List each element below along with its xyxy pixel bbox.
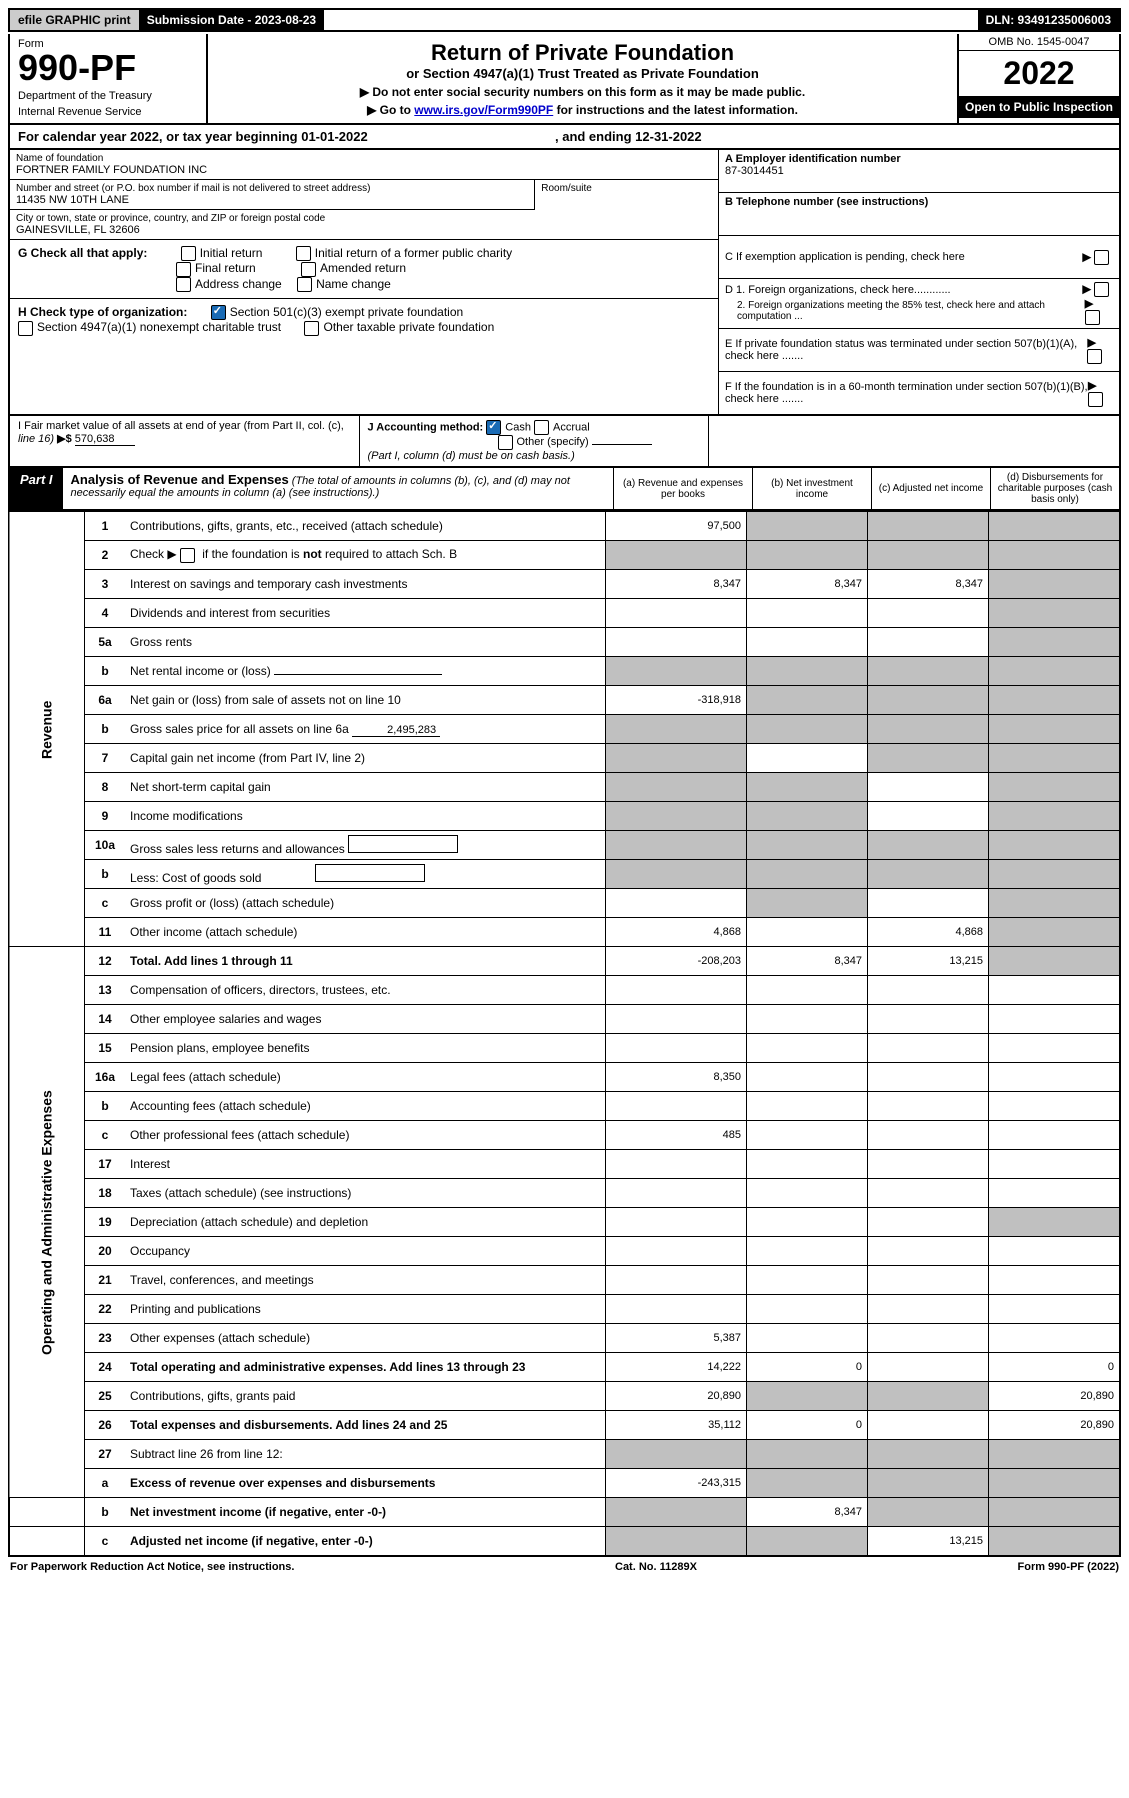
- page-footer: For Paperwork Reduction Act Notice, see …: [8, 1557, 1121, 1577]
- irs-link[interactable]: www.irs.gov/Form990PF: [414, 103, 553, 117]
- col-b-header: (b) Net investment income: [752, 468, 871, 509]
- city-label: City or town, state or province, country…: [16, 213, 712, 224]
- part-1-table: Revenue 1Contributions, gifts, grants, e…: [8, 511, 1121, 1557]
- name-change-checkbox[interactable]: [297, 277, 312, 292]
- address-change-checkbox[interactable]: [176, 277, 191, 292]
- expenses-side-label: Operating and Administrative Expenses: [9, 947, 85, 1498]
- e-label: E If private foundation status was termi…: [725, 338, 1087, 362]
- city-value: GAINESVILLE, FL 32606: [16, 224, 712, 236]
- form-number: 990-PF: [18, 50, 198, 86]
- f-label: F If the foundation is in a 60-month ter…: [725, 381, 1088, 405]
- phone-label: B Telephone number (see instructions): [725, 196, 928, 208]
- name-label: Name of foundation: [16, 153, 712, 164]
- instruction-1: ▶ Do not enter social security numbers o…: [214, 85, 951, 99]
- dept-treasury: Department of the Treasury: [18, 90, 198, 102]
- 501c3-checkbox[interactable]: [211, 305, 226, 320]
- c-label: C If exemption application is pending, c…: [725, 251, 965, 263]
- form-ref: Form 990-PF (2022): [1018, 1561, 1119, 1573]
- tax-year: 2022: [959, 51, 1119, 96]
- c-checkbox[interactable]: [1094, 250, 1109, 265]
- instruction-2: ▶ Go to www.irs.gov/Form990PF for instru…: [214, 103, 951, 117]
- open-public-badge: Open to Public Inspection: [959, 96, 1119, 118]
- col-d-header: (d) Disbursements for charitable purpose…: [990, 468, 1119, 509]
- amended-return-checkbox[interactable]: [301, 262, 316, 277]
- ein-value: 87-3014451: [725, 165, 784, 177]
- g-section: G Check all that apply: Initial return I…: [10, 240, 718, 299]
- revenue-side-label: Revenue: [9, 512, 85, 947]
- d1-checkbox[interactable]: [1094, 282, 1109, 297]
- sch-b-checkbox[interactable]: [180, 548, 195, 563]
- h-section: H Check type of organization: Section 50…: [10, 299, 718, 342]
- dln-label: DLN: 93491235006003: [978, 10, 1119, 30]
- cash-checkbox[interactable]: [486, 420, 501, 435]
- efile-print-button[interactable]: efile GRAPHIC print: [10, 10, 139, 30]
- d2-label: 2. Foreign organizations meeting the 85%…: [725, 300, 1085, 322]
- cat-no: Cat. No. 11289X: [615, 1561, 697, 1573]
- top-bar: efile GRAPHIC print Submission Date - 20…: [8, 8, 1121, 32]
- address-value: 11435 NW 10TH LANE: [16, 194, 528, 206]
- address-label: Number and street (or P.O. box number if…: [16, 183, 528, 194]
- initial-return-checkbox[interactable]: [181, 246, 196, 261]
- e-checkbox[interactable]: [1087, 349, 1102, 364]
- paperwork-notice: For Paperwork Reduction Act Notice, see …: [10, 1561, 294, 1573]
- col-a-header: (a) Revenue and expenses per books: [613, 468, 752, 509]
- calendar-year-row: For calendar year 2022, or tax year begi…: [8, 125, 1121, 150]
- part-1-label: Part I: [10, 468, 63, 509]
- f-checkbox[interactable]: [1088, 392, 1103, 407]
- omb-number: OMB No. 1545-0047: [959, 34, 1119, 51]
- form-title: Return of Private Foundation: [214, 40, 951, 66]
- other-method-checkbox[interactable]: [498, 435, 513, 450]
- form-header: Form 990-PF Department of the Treasury I…: [8, 34, 1121, 125]
- room-label: Room/suite: [541, 183, 712, 194]
- submission-date: Submission Date - 2023-08-23: [139, 10, 324, 30]
- d2-checkbox[interactable]: [1085, 310, 1100, 325]
- irs-label: Internal Revenue Service: [18, 106, 198, 118]
- i-j-section: I Fair market value of all assets at end…: [8, 416, 1121, 468]
- form-subtitle: or Section 4947(a)(1) Trust Treated as P…: [214, 66, 951, 81]
- i-label: I Fair market value of all assets at end…: [18, 420, 344, 432]
- foundation-name: FORTNER FAMILY FOUNDATION INC: [16, 164, 712, 176]
- 4947-checkbox[interactable]: [18, 321, 33, 336]
- ein-label: A Employer identification number: [725, 153, 901, 165]
- final-return-checkbox[interactable]: [176, 262, 191, 277]
- d1-label: D 1. Foreign organizations, check here..…: [725, 284, 951, 296]
- part-1-header: Part I Analysis of Revenue and Expenses …: [8, 468, 1121, 511]
- col-c-header: (c) Adjusted net income: [871, 468, 990, 509]
- other-taxable-checkbox[interactable]: [304, 321, 319, 336]
- accrual-checkbox[interactable]: [534, 420, 549, 435]
- former-charity-checkbox[interactable]: [296, 246, 311, 261]
- entity-info: Name of foundation FORTNER FAMILY FOUNDA…: [8, 150, 1121, 416]
- fmv-value: 570,638: [75, 433, 135, 446]
